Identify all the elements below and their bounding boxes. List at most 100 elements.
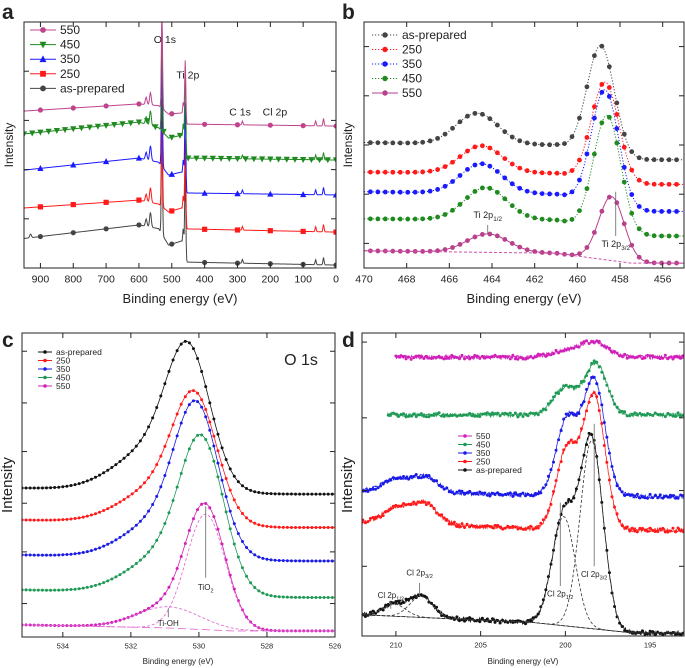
data-point — [493, 523, 497, 527]
data-point — [402, 474, 406, 478]
data-point — [557, 468, 561, 472]
peak-annotation: Cl 2p3/2 — [406, 568, 432, 579]
data-point — [265, 557, 269, 561]
data-point — [32, 553, 36, 557]
data-point — [391, 504, 395, 508]
data-point — [424, 503, 428, 507]
panel-letter: a — [2, 1, 14, 24]
data-point — [98, 510, 102, 514]
data-point — [646, 353, 650, 357]
data-point — [399, 476, 403, 480]
data-point — [450, 125, 455, 131]
data-point — [330, 559, 334, 563]
data-point — [24, 518, 28, 522]
data-point — [163, 444, 167, 448]
data-point — [245, 516, 249, 520]
panel-a: a 900 800 700 600 500 400 300 200 100 0 Binding ene… — [2, 1, 339, 306]
data-point — [53, 588, 57, 592]
annotation-text: Cl 2p — [378, 591, 397, 600]
data-point — [435, 135, 440, 141]
data-point — [147, 425, 151, 429]
data-point — [569, 189, 575, 195]
series-component-curve — [362, 603, 684, 634]
data-point — [298, 492, 302, 496]
x-tick-label: 195 — [644, 641, 657, 650]
data-point — [399, 602, 403, 606]
data-point — [85, 479, 89, 483]
data-point — [417, 500, 421, 504]
data-point — [390, 248, 396, 254]
data-point — [102, 158, 110, 165]
data-point — [468, 357, 472, 361]
data-point — [440, 614, 444, 618]
data-point — [102, 544, 106, 548]
data-point — [549, 353, 553, 357]
peak-annotation: Ti-OH — [158, 619, 179, 628]
data-point — [480, 524, 484, 528]
data-point — [171, 423, 175, 427]
plot-frame — [23, 21, 337, 269]
data-point — [450, 159, 455, 165]
data-point — [531, 494, 535, 498]
data-point — [679, 356, 683, 360]
data-point — [564, 501, 568, 505]
data-point — [127, 120, 134, 127]
data-point — [427, 138, 433, 144]
data-point — [447, 414, 451, 418]
data-point — [333, 262, 336, 268]
data-point — [414, 354, 418, 358]
data-point — [494, 233, 500, 239]
data-point — [643, 413, 647, 417]
data-point — [61, 518, 65, 522]
data-point — [330, 526, 334, 530]
data-point — [579, 341, 583, 345]
data-point — [517, 138, 523, 144]
data-point — [511, 524, 515, 528]
data-point — [281, 525, 285, 529]
data-point — [480, 143, 485, 149]
data-point — [73, 517, 77, 521]
data-point — [389, 412, 393, 416]
data-point — [159, 531, 163, 535]
data-point — [666, 530, 670, 534]
data-point — [554, 348, 558, 352]
data-point — [114, 502, 118, 506]
data-point — [574, 345, 578, 349]
data-point — [674, 632, 678, 636]
data-point — [212, 434, 216, 438]
legend-label: 450 — [402, 72, 422, 86]
data-point — [636, 226, 642, 232]
legend-label: 450 — [60, 38, 80, 52]
data-point — [587, 400, 591, 404]
data-point — [258, 156, 266, 163]
series-background-curve — [22, 624, 335, 632]
data-point — [465, 355, 469, 359]
data-point — [318, 526, 322, 530]
data-point — [306, 526, 310, 530]
data-point — [77, 516, 81, 520]
panel-letter: c — [2, 329, 14, 352]
data-point — [73, 483, 77, 487]
data-point — [490, 411, 494, 415]
data-point — [629, 210, 635, 216]
data-point — [480, 616, 484, 620]
annotation-subscript: 1/2 — [493, 216, 502, 223]
data-point — [394, 503, 398, 507]
data-point — [419, 593, 423, 597]
panel-letter: b — [342, 1, 355, 24]
data-point — [224, 558, 228, 562]
data-point — [445, 486, 449, 490]
data-point — [478, 525, 482, 529]
series-markers-550 — [394, 339, 684, 361]
x-tick-label: 205 — [474, 641, 487, 650]
data-point — [65, 624, 69, 628]
data-point — [666, 233, 672, 239]
data-point — [217, 155, 225, 162]
data-point — [595, 339, 599, 343]
data-point — [53, 127, 60, 134]
data-point — [201, 189, 208, 196]
data-point — [457, 201, 463, 207]
data-point — [620, 523, 624, 527]
data-point — [417, 413, 421, 417]
data-point — [620, 490, 624, 494]
